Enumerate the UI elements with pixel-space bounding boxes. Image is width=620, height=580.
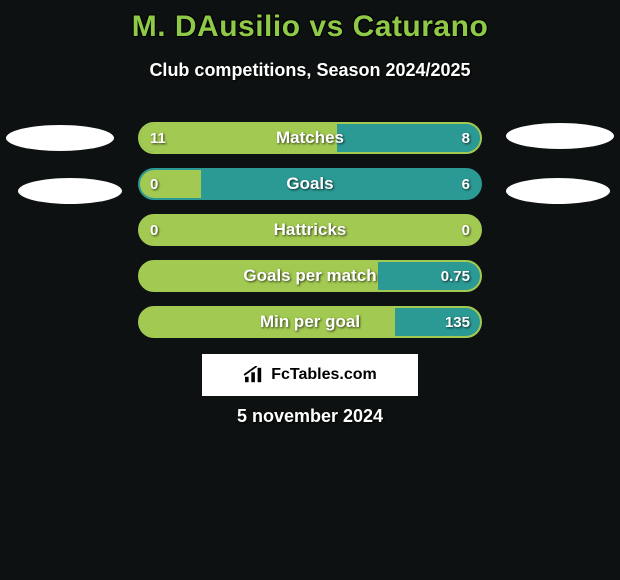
stat-bar: Min per goal135	[138, 306, 482, 338]
player-left-mark-2	[18, 178, 122, 204]
bar-chart-icon	[243, 366, 265, 384]
stat-bar: Goals per match0.75	[138, 260, 482, 292]
stat-bar-fill-right	[395, 308, 480, 336]
date-text: 5 november 2024	[0, 406, 620, 427]
stat-bar: Hattricks0 0	[138, 214, 482, 246]
stat-bar-fill-right	[201, 170, 480, 198]
player-right-mark-1	[506, 123, 614, 149]
comparison-infographic: M. DAusilio vs Caturano Club competition…	[0, 0, 620, 580]
stat-bar: Goals06	[138, 168, 482, 200]
logo-box: FcTables.com	[202, 354, 418, 396]
title-text: M. DAusilio vs Caturano	[0, 10, 620, 44]
stat-bar: Matches118	[138, 122, 482, 154]
stat-bar-fill-left	[140, 170, 201, 198]
player-left-mark-1	[6, 125, 114, 151]
stat-bar-label: Hattricks	[140, 216, 480, 244]
subtitle-text: Club competitions, Season 2024/2025	[0, 60, 620, 81]
logo-text: FcTables.com	[271, 366, 377, 384]
stat-bar-value-right: 0	[462, 216, 470, 244]
stat-bar-fill-right	[378, 262, 480, 290]
player-right-mark-2	[506, 178, 610, 204]
stat-bar-fill-right	[337, 124, 480, 152]
stat-bar-fill-left	[140, 124, 337, 152]
stat-bars: Matches118 Goals06 Hattricks0 0 Goals per ma…	[138, 122, 482, 352]
stat-bar-value-left: 0	[150, 216, 158, 244]
